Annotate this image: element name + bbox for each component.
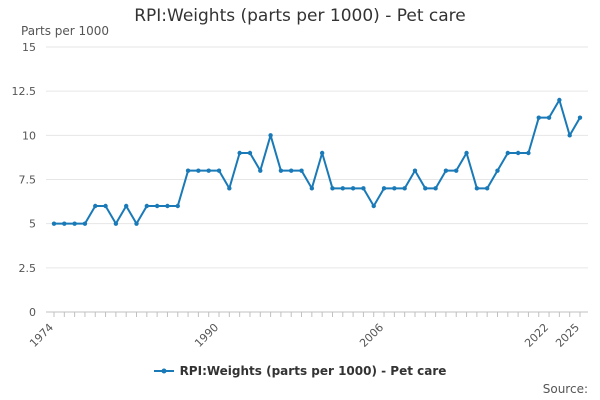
data-point[interactable] xyxy=(350,186,356,191)
data-point[interactable] xyxy=(51,221,57,226)
data-point[interactable] xyxy=(577,115,583,120)
data-point[interactable] xyxy=(515,150,521,156)
data-point[interactable] xyxy=(144,203,150,209)
data-point[interactable] xyxy=(557,97,562,103)
data-point[interactable] xyxy=(361,186,366,191)
legend[interactable]: RPI:Weights (parts per 1000) - Pet care xyxy=(0,364,600,378)
data-point[interactable] xyxy=(289,168,294,173)
data-point[interactable] xyxy=(113,221,119,226)
series-line xyxy=(54,99,581,225)
y-tick-label: 7.5 xyxy=(19,174,37,187)
data-point[interactable] xyxy=(216,168,222,173)
x-tick-label: 2025 xyxy=(553,321,582,350)
data-point[interactable] xyxy=(175,203,180,209)
data-point[interactable] xyxy=(330,186,335,191)
data-point[interactable] xyxy=(392,186,397,191)
data-point[interactable] xyxy=(402,186,407,191)
data-point[interactable] xyxy=(103,203,108,209)
x-tick-label: 2006 xyxy=(357,321,386,350)
data-point[interactable] xyxy=(134,221,139,226)
legend-label: RPI:Weights (parts per 1000) - Pet care xyxy=(179,364,447,378)
data-point[interactable] xyxy=(464,150,469,156)
data-point[interactable] xyxy=(227,186,232,191)
data-point[interactable] xyxy=(268,133,273,138)
data-point[interactable] xyxy=(371,203,376,209)
x-tick-label: 1974 xyxy=(27,321,56,350)
y-axis-label: Parts per 1000 xyxy=(21,24,110,38)
x-tick-label: 2022 xyxy=(522,321,551,350)
chart-title: RPI:Weights (parts per 1000) - Pet care xyxy=(134,6,466,26)
data-point[interactable] xyxy=(185,168,191,173)
source-label: Source: xyxy=(542,382,588,396)
data-point[interactable] xyxy=(62,221,67,226)
data-point[interactable] xyxy=(319,150,325,156)
y-tick-label: 15 xyxy=(22,41,36,54)
y-tick-label: 2.5 xyxy=(19,262,37,275)
data-point[interactable] xyxy=(526,150,531,156)
data-point[interactable] xyxy=(247,150,253,156)
data-point[interactable] xyxy=(299,168,304,173)
data-point[interactable] xyxy=(546,115,552,120)
data-point[interactable] xyxy=(381,186,387,191)
data-point[interactable] xyxy=(536,115,541,120)
data-point[interactable] xyxy=(412,168,418,173)
data-point[interactable] xyxy=(433,186,438,191)
series-group xyxy=(51,97,583,226)
data-point[interactable] xyxy=(82,221,88,226)
data-point[interactable] xyxy=(165,203,170,209)
data-point[interactable] xyxy=(237,150,242,156)
data-point[interactable] xyxy=(495,168,500,173)
data-point[interactable] xyxy=(474,186,480,191)
data-point[interactable] xyxy=(258,168,263,173)
data-point[interactable] xyxy=(484,186,490,191)
gridlines xyxy=(46,46,588,313)
data-point[interactable] xyxy=(196,168,201,173)
y-axis-ticks: 0 2.5 5 7.5 10 12.5 15 xyxy=(12,41,37,319)
data-point[interactable] xyxy=(93,203,98,209)
data-point[interactable] xyxy=(309,186,315,191)
data-point[interactable] xyxy=(206,168,211,173)
data-point[interactable] xyxy=(567,133,572,138)
data-point[interactable] xyxy=(340,186,345,191)
y-tick-label: 5 xyxy=(29,218,36,231)
data-point[interactable] xyxy=(72,221,77,226)
data-point[interactable] xyxy=(454,168,459,173)
y-tick-label: 12.5 xyxy=(12,85,37,98)
y-tick-label: 0 xyxy=(29,306,36,319)
x-tick-label: 1990 xyxy=(192,321,221,350)
data-point[interactable] xyxy=(123,203,129,209)
x-axis: 1974 1990 2006 2022 2025 xyxy=(27,311,588,350)
data-point[interactable] xyxy=(278,168,284,173)
data-point[interactable] xyxy=(423,186,428,191)
data-point[interactable] xyxy=(154,203,160,209)
legend-marker-icon xyxy=(153,368,174,374)
data-point[interactable] xyxy=(505,150,511,156)
y-tick-label: 10 xyxy=(22,129,36,142)
data-point[interactable] xyxy=(443,168,449,173)
